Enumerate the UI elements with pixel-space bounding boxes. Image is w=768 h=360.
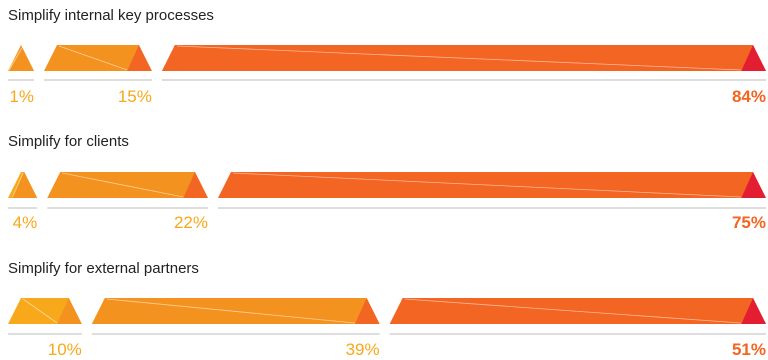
bar-tip-large-g2 [741,298,766,324]
bar-highlight-mid-g2 [106,298,355,324]
bar-mid-g1 [47,172,208,198]
value-label-large-g1: 75% [732,213,766,232]
group-title-clients: Simplify for clients [8,133,129,150]
value-label-large-g0: 84% [732,87,766,106]
bar-highlight-small-g2 [22,298,58,324]
bar-highlight-small-g1 [12,172,24,198]
value-label-large-g2: 51% [732,340,766,359]
value-label-mid-g2: 39% [346,340,380,359]
bar-tip-mid-g0 [127,45,152,71]
value-label-small-g2: 10% [48,340,82,359]
bar-tip-small-g0 [9,45,35,71]
bar-tip-small-g2 [57,298,82,324]
bar-highlight-large-g1 [232,172,742,198]
bar-tip-mid-g2 [354,298,380,324]
value-label-small-g1: 4% [13,213,38,232]
bar-tip-small-g1 [12,172,38,198]
bar-highlight-large-g0 [176,45,742,71]
value-label-mid-g1: 22% [174,213,208,232]
bar-tip-large-g0 [741,45,766,71]
bar-highlight-small-g0 [8,45,24,71]
value-label-mid-g0: 15% [118,87,152,106]
group-title-internal: Simplify internal key processes [8,7,214,24]
bar-highlight-large-g2 [404,298,742,324]
bar-tip-large-g1 [741,172,766,198]
bar-tip-mid-g1 [183,172,208,198]
value-label-small-g0: 1% [9,87,34,106]
bar-mid-g0 [44,45,152,71]
bar-highlight-mid-g1 [62,172,184,198]
group-title-partners: Simplify for external partners [8,260,199,277]
bar-highlight-mid-g0 [58,45,128,71]
